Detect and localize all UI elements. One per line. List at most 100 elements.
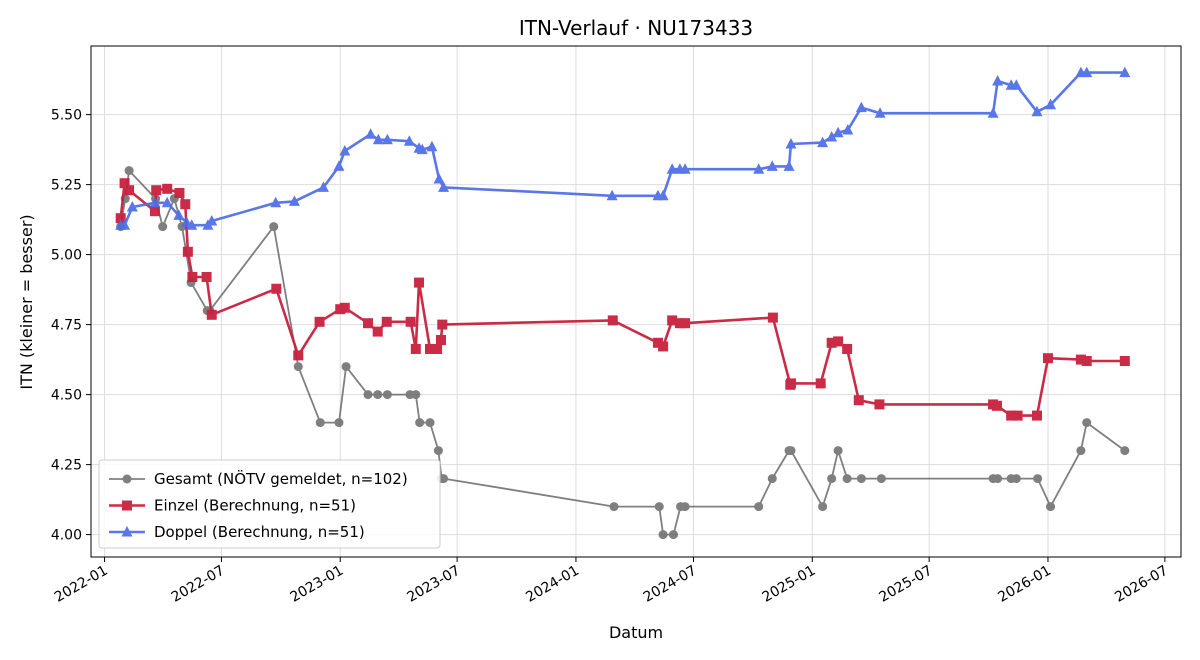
series-3 bbox=[115, 66, 1131, 230]
doppel-point bbox=[666, 163, 678, 174]
gesamt-point bbox=[382, 390, 392, 400]
gesamt-point bbox=[993, 474, 1003, 484]
doppel-point bbox=[426, 140, 438, 152]
gesamt-point bbox=[609, 502, 619, 512]
doppel-point bbox=[365, 128, 377, 139]
gesamt-point bbox=[415, 418, 425, 428]
series-line bbox=[119, 181, 1125, 417]
doppel-point bbox=[606, 189, 618, 201]
doppel-point bbox=[783, 160, 795, 171]
einzel-point bbox=[1006, 410, 1017, 421]
doppel-point bbox=[1081, 66, 1093, 78]
einzel-point bbox=[826, 337, 837, 348]
doppel-point bbox=[126, 201, 138, 212]
gesamt-point bbox=[293, 362, 303, 372]
doppel-point bbox=[270, 196, 282, 208]
doppel-point bbox=[766, 160, 778, 171]
einzel-point bbox=[1081, 356, 1092, 366]
einzel-point bbox=[853, 395, 864, 406]
doppel-point bbox=[333, 160, 345, 171]
gesamt-point bbox=[856, 474, 866, 484]
y-axis: 4.00 4.25 4.50 4.75 5.00 5.25 5.50 bbox=[51, 108, 91, 544]
series-2 bbox=[115, 178, 1130, 421]
einzel-point bbox=[658, 341, 669, 352]
y-tick-label: 5.25 bbox=[51, 178, 82, 194]
legend-label: Einzel (Berechnung, n=51) bbox=[154, 497, 356, 515]
gesamt-point bbox=[1011, 474, 1021, 484]
einzel-point bbox=[271, 283, 282, 294]
legend-entry bbox=[109, 526, 145, 537]
einzel-point bbox=[372, 326, 383, 337]
gesamt-point bbox=[1076, 446, 1086, 456]
doppel-point bbox=[119, 219, 131, 230]
doppel-point bbox=[381, 133, 393, 145]
einzel-point bbox=[119, 178, 130, 189]
x-tick-label: 2022-01 bbox=[52, 563, 111, 606]
einzel-point bbox=[293, 350, 304, 361]
einzel-point bbox=[991, 400, 1002, 411]
einzel-point bbox=[1012, 410, 1023, 421]
doppel-point bbox=[1045, 98, 1057, 110]
doppel-point bbox=[1119, 66, 1131, 78]
gesamt-point bbox=[269, 222, 279, 232]
legend-marker bbox=[121, 526, 133, 537]
y-axis-label: ITN (kleiner = besser) bbox=[17, 214, 36, 389]
gesamt-point bbox=[1082, 418, 1092, 428]
doppel-point bbox=[1031, 105, 1043, 117]
legend-marker bbox=[122, 474, 132, 484]
doppel-point bbox=[987, 107, 999, 118]
gesamt-point bbox=[786, 446, 796, 456]
einzel-point bbox=[115, 213, 126, 224]
legend-label: Doppel (Berechnung, n=51) bbox=[154, 523, 365, 541]
doppel-point bbox=[842, 124, 854, 135]
einzel-point bbox=[425, 343, 436, 354]
y-tick-label: 5.00 bbox=[51, 248, 82, 264]
y-tick-label: 4.00 bbox=[51, 528, 82, 544]
einzel-point bbox=[381, 316, 392, 327]
gesamt-point bbox=[158, 222, 168, 232]
einzel-point bbox=[1042, 353, 1053, 364]
einzel-point bbox=[785, 378, 796, 389]
x-tick-label: 2024-01 bbox=[523, 563, 582, 606]
doppel-point bbox=[161, 196, 173, 208]
doppel-point bbox=[753, 163, 765, 174]
x-tick-label: 2022-07 bbox=[169, 563, 228, 606]
doppel-point bbox=[317, 181, 329, 192]
doppel-point bbox=[206, 215, 218, 226]
gesamt-point bbox=[433, 446, 443, 456]
grid-layer bbox=[91, 46, 1181, 557]
series-layer bbox=[115, 66, 1131, 540]
einzel-point bbox=[842, 343, 853, 354]
einzel-point bbox=[410, 343, 421, 354]
doppel-point bbox=[403, 135, 415, 146]
einzel-point bbox=[182, 246, 193, 257]
einzel-point bbox=[767, 312, 778, 323]
chart-title: ITN-Verlauf · NU173433 bbox=[519, 16, 753, 40]
gesamt-point bbox=[827, 474, 837, 484]
doppel-point bbox=[679, 163, 691, 174]
x-tick-label: 2023-07 bbox=[404, 563, 463, 606]
einzel-point bbox=[1075, 354, 1086, 365]
einzel-point bbox=[405, 316, 416, 327]
doppel-point bbox=[657, 189, 669, 201]
gesamt-point bbox=[833, 446, 843, 456]
gesamt-point bbox=[315, 418, 325, 428]
einzel-point bbox=[162, 183, 173, 194]
einzel-point bbox=[206, 309, 217, 320]
doppel-point bbox=[186, 219, 198, 230]
legend-entry bbox=[109, 474, 145, 484]
gesamt-point bbox=[411, 390, 421, 400]
einzel-point bbox=[187, 272, 198, 282]
einzel-point bbox=[149, 206, 160, 217]
doppel-point bbox=[817, 136, 829, 148]
x-axis: 2022-01 2022-07 2023-01 2023-07 2024-01 2024-… bbox=[52, 557, 1171, 606]
legend: Gesamt (NÖTV gemeldet, n=102) Einzel (Ber… bbox=[98, 459, 441, 549]
doppel-point bbox=[372, 133, 384, 145]
gesamt-point bbox=[363, 390, 373, 400]
einzel-point bbox=[314, 316, 325, 327]
einzel-point bbox=[363, 318, 374, 329]
gesamt-point bbox=[425, 418, 435, 428]
x-axis-label: Datum bbox=[609, 623, 663, 642]
